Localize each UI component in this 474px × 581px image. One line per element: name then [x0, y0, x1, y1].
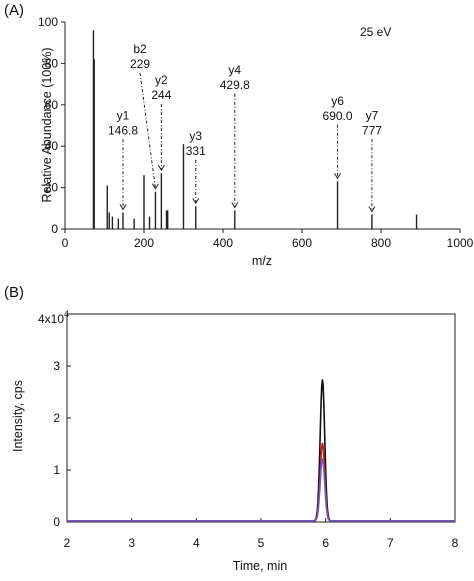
fragment-name-label: y3 [189, 129, 202, 143]
fragment-name-label: y6 [331, 94, 344, 108]
fragment-name-label: y4 [228, 63, 241, 77]
y-tick-label-a: 80 [45, 56, 59, 70]
plot-frame-b [66, 313, 456, 523]
y-axis-title-a: Relative Abundance (100%) [40, 48, 54, 203]
y-axis-title-b: Intensity, cps [11, 380, 25, 452]
fragment-arrow-head [334, 173, 341, 180]
y-tick-label-a: 0 [51, 222, 58, 236]
fragment-mz-label: 229 [130, 57, 150, 71]
fragment-arrow-head [368, 206, 376, 213]
x-tick-label-b: 3 [128, 536, 135, 550]
fragment-name-label: b2 [133, 42, 147, 56]
y-tick-label-b: 2 [53, 411, 60, 425]
x-tick-label-b: 8 [452, 536, 459, 550]
fragment-arrow-head [231, 202, 239, 209]
x-tick-label-a: 200 [134, 236, 154, 250]
collision-energy-label: 25 eV [360, 25, 391, 39]
y-tick-label-a: 100 [38, 15, 58, 29]
chromatogram-trace [67, 379, 455, 522]
y-tick-label-a: 20 [45, 181, 59, 195]
fragment-arrow-head [152, 183, 159, 190]
x-tick-label-a: 400 [213, 236, 233, 250]
x-tick-label-a: 0 [62, 236, 69, 250]
fragment-arrow-head [119, 204, 127, 211]
x-tick-label-b: 5 [258, 536, 265, 550]
fragment-mz-label: 146.8 [108, 123, 138, 137]
x-tick-label-b: 4 [193, 536, 200, 550]
fragment-arrow-head [157, 164, 165, 172]
fragment-arrow-head [192, 197, 200, 205]
panel-b-label: (B) [4, 284, 24, 301]
x-tick-label-b: 6 [322, 536, 329, 550]
fragment-mz-label: 331 [186, 144, 206, 158]
fragment-mz-label: 777 [362, 123, 382, 137]
y-tick-label-a: 40 [45, 139, 59, 153]
y-tick-label-a: 60 [45, 98, 59, 112]
fragment-arrow-line [139, 72, 156, 189]
panel-a-label: (A) [4, 2, 24, 19]
x-axis-title-b: Time, min [233, 559, 287, 573]
x-tick-label-b: 7 [387, 536, 394, 550]
x-tick-label-a: 600 [292, 236, 312, 250]
fragment-name-label: y1 [117, 108, 130, 122]
x-axis-title-a: m/z [252, 254, 272, 268]
fragment-mz-label: 244 [151, 88, 171, 102]
y-tick-label-b: 3 [53, 359, 60, 373]
y-tick-label-b: 1 [53, 463, 60, 477]
chromatogram-trace [67, 442, 455, 522]
chromatogram-chart: 0 1 2 3 2 3 4 5 6 7 8 [53, 313, 459, 550]
y-tick-label-b: 0 [53, 515, 60, 529]
fragment-name-label: y7 [366, 108, 379, 122]
x-tick-label-b: 2 [64, 536, 71, 550]
x-tick-label-a: 800 [371, 236, 391, 250]
fragment-mz-label: 429.8 [220, 78, 250, 92]
fragment-mz-label: 690.0 [323, 109, 353, 123]
x-tick-label-a: 1000 [447, 236, 474, 250]
chromatogram-trace [67, 458, 455, 522]
y-multiplier-label: 4x104 [38, 309, 69, 326]
fragment-name-label: y2 [155, 73, 168, 87]
